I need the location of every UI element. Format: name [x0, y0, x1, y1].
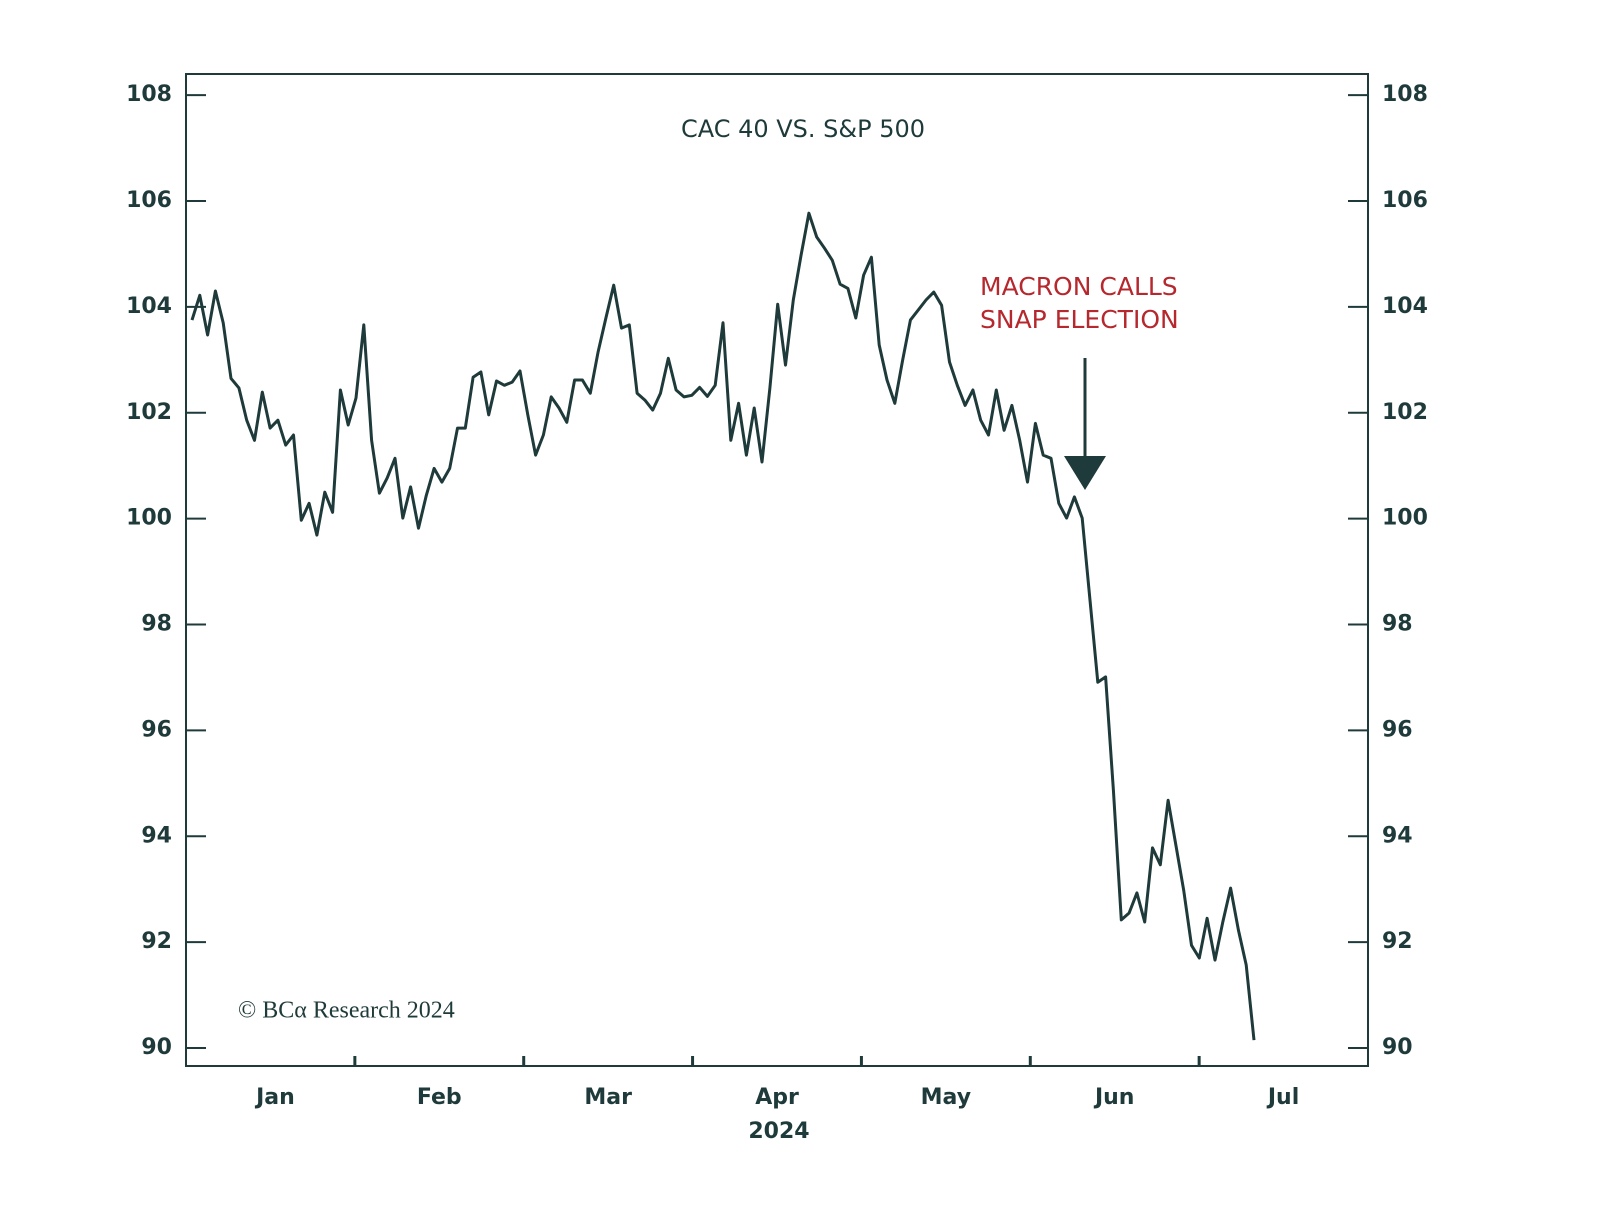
y2-tick-label: 94: [1382, 823, 1413, 848]
y-tick-label: 104: [126, 294, 172, 319]
y-tick-label: 94: [141, 823, 172, 848]
x-tick-label: Jul: [1266, 1085, 1299, 1110]
y2-tick-label: 104: [1382, 294, 1428, 319]
y-tick-label: 90: [141, 1035, 172, 1060]
y-tick-label: 100: [126, 506, 172, 531]
x-tick-label: May: [921, 1085, 971, 1110]
annotation: MACRON CALLS: [980, 272, 1178, 301]
plot-frame: [185, 73, 1369, 1067]
y2-tick-label: 90: [1382, 1035, 1413, 1060]
y-tick-label: 98: [141, 612, 172, 637]
x-tick-label: Mar: [584, 1085, 632, 1110]
series-line: [190, 211, 1256, 1041]
y-tick-label: 106: [126, 188, 172, 213]
y-tick-label: 92: [141, 929, 172, 954]
source: © BCα Research 2024: [238, 998, 455, 1024]
y2-tick-label: 98: [1382, 612, 1413, 637]
y2-tick-label: 92: [1382, 929, 1413, 954]
y-tick-label: 102: [126, 400, 172, 425]
annotation-arrow: [1064, 358, 1106, 490]
x-tick-label: Feb: [417, 1085, 462, 1110]
x-tick-label: Jan: [254, 1085, 295, 1110]
x-axis-label: 2024: [748, 1119, 809, 1144]
y2-tick-label: 106: [1382, 188, 1428, 213]
y2-tick-label: 108: [1382, 82, 1428, 107]
y-tick-label: 108: [126, 82, 172, 107]
y-tick-label: 96: [141, 717, 172, 742]
chart-title: CAC 40 VS. S&P 500: [681, 115, 925, 143]
y2-tick-label: 96: [1382, 717, 1413, 742]
y2-tick-label: 100: [1382, 506, 1428, 531]
x-tick-label: Apr: [755, 1085, 799, 1110]
annotation: SNAP ELECTION: [980, 305, 1179, 334]
x-tick-label: Jun: [1093, 1085, 1135, 1110]
y2-tick-label: 102: [1382, 400, 1428, 425]
